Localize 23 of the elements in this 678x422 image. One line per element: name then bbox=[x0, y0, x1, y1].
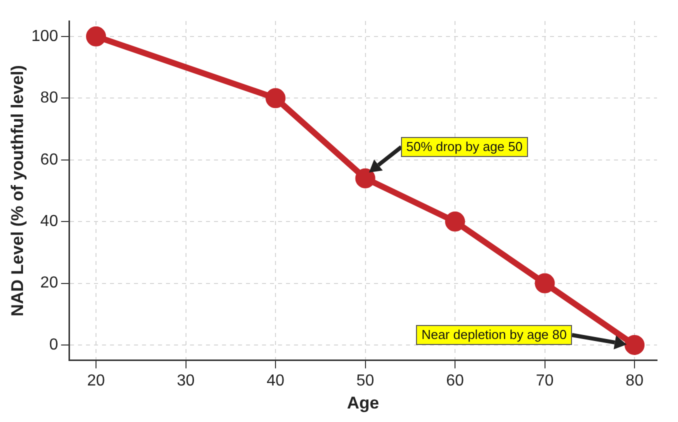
y-tick-label: 40 bbox=[40, 212, 58, 230]
point bbox=[355, 168, 376, 188]
x-tick-label: 60 bbox=[446, 372, 464, 390]
annotation: 50% drop by age 50 bbox=[401, 136, 528, 157]
annotation: Near depletion by age 80 bbox=[416, 324, 572, 345]
y-tick-label: 0 bbox=[49, 336, 58, 354]
x-tick-label: 70 bbox=[536, 372, 554, 390]
y-tick-label: 80 bbox=[40, 90, 58, 107]
x-tick-label: 50 bbox=[356, 372, 374, 390]
point bbox=[624, 334, 645, 355]
x-tick-label: 40 bbox=[266, 372, 285, 390]
y-axis-title: NAD Level (% of youthful level) bbox=[8, 65, 27, 316]
point bbox=[266, 88, 286, 108]
y-tick-label: 20 bbox=[40, 274, 58, 292]
point bbox=[534, 273, 555, 294]
x-tick-label: 30 bbox=[176, 372, 195, 390]
y-tick-label: 60 bbox=[40, 151, 58, 168]
x-tick-label: 20 bbox=[87, 372, 106, 390]
x-axis-title: Age bbox=[346, 393, 380, 412]
point bbox=[445, 212, 466, 232]
x-tick-label: 80 bbox=[626, 372, 644, 390]
point bbox=[86, 26, 106, 46]
y-tick-label: 100 bbox=[31, 28, 58, 45]
